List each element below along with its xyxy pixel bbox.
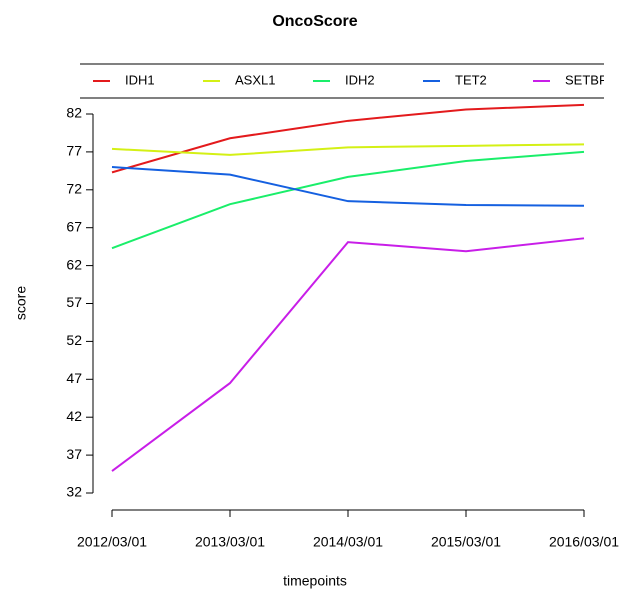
x-tick-label: 2015/03/01 (431, 534, 501, 550)
y-tick-label: 67 (66, 218, 82, 234)
x-tick-label: 2012/03/01 (77, 534, 147, 550)
legend-label: IDH2 (345, 72, 375, 87)
series-line (111, 166, 585, 207)
y-tick-label: 32 (66, 484, 82, 500)
y-tick-label: 62 (66, 256, 82, 272)
y-tick-label: 57 (66, 294, 82, 310)
x-tick-label: 2013/03/01 (195, 534, 265, 550)
series-line (111, 237, 585, 472)
y-tick-label: 77 (66, 143, 82, 159)
series-line (111, 150, 585, 250)
y-tick-label: 37 (66, 446, 82, 462)
y-tick-label: 82 (66, 105, 82, 121)
legend-label: TET2 (455, 72, 487, 87)
y-axis-label: score (13, 286, 29, 320)
x-tick-label: 2014/03/01 (313, 534, 383, 550)
y-tick-label: 52 (66, 332, 82, 348)
legend: IDH1 ASXL1 IDH2 TET2 SETBP1 (93, 72, 615, 87)
series-line (111, 103, 585, 174)
x-tick-label: 2016/03/01 (549, 534, 619, 550)
series-line (111, 143, 585, 156)
y-tick-label: 47 (66, 370, 82, 386)
x-axis-label: timepoints (283, 573, 347, 589)
y-tick-label: 42 (66, 408, 82, 424)
legend-label: ASXL1 (235, 72, 275, 87)
legend-label: SETBP1 (565, 72, 615, 87)
legend-label: IDH1 (125, 72, 155, 87)
chart-title: OncoScore (272, 13, 357, 30)
y-tick-label: 72 (66, 181, 82, 197)
